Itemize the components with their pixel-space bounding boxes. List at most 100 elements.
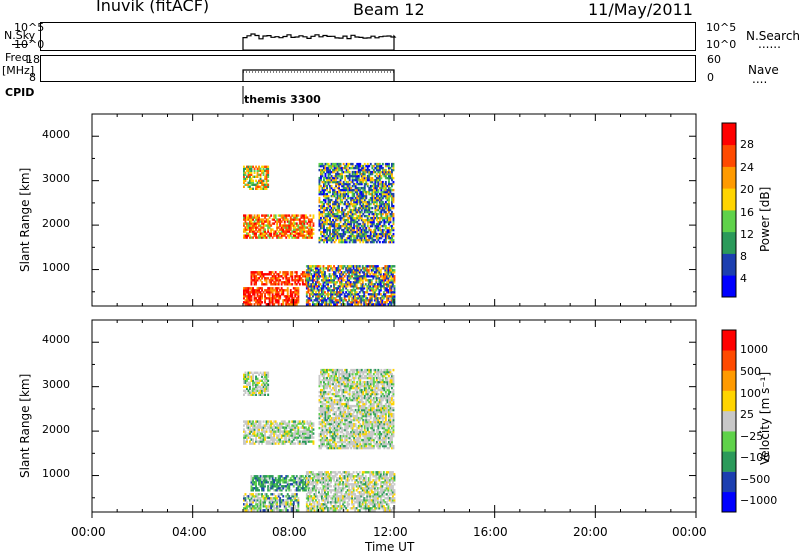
velocity-echo-cell	[244, 493, 247, 496]
power-echo-cell	[332, 164, 334, 168]
velocity-echo-cell	[318, 499, 320, 502]
power-echo-cell	[382, 287, 385, 290]
velocity-echo-cell	[265, 477, 268, 480]
power-echo-cell	[388, 200, 390, 204]
power-echo-cell	[360, 168, 363, 172]
power-echo-cell	[321, 273, 323, 276]
velocity-echo-cell	[301, 438, 304, 441]
velocity-echo-cell	[265, 507, 268, 510]
power-echo-cell	[318, 198, 321, 202]
power-cb-tick-28: 28	[740, 138, 754, 151]
power-echo-cell	[261, 183, 263, 186]
power-echo-cell	[333, 170, 336, 174]
velocity-echo-cell	[364, 507, 367, 510]
velocity-echo-cell	[252, 381, 254, 384]
power-echo-cell	[365, 164, 368, 168]
power-echo-cell	[369, 285, 372, 288]
velocity-echo-cell	[310, 491, 313, 494]
power-echo-cell	[258, 173, 260, 176]
power-echo-cell	[339, 265, 341, 268]
nsky-right-tick-top: 10^5	[706, 21, 737, 34]
power-echo-cell	[305, 275, 308, 278]
velocity-cb-tick-neg100: −100	[740, 451, 771, 464]
power-echo-cell	[283, 281, 286, 284]
power-echo-cell	[348, 170, 351, 174]
power-echo-cell	[244, 236, 247, 239]
power-echo-cell	[349, 267, 352, 270]
velocity-echo-cell	[244, 507, 247, 510]
power-echo-cell	[294, 293, 297, 296]
power-echo-cell	[286, 291, 289, 294]
velocity-echo-cell	[301, 479, 304, 482]
power-echo-cell	[243, 228, 245, 231]
power-echo-cell	[354, 176, 357, 180]
power-echo-cell	[262, 214, 265, 217]
power-echo-cell	[262, 232, 265, 235]
power-echo-cell	[282, 281, 285, 284]
velocity-echo-cell	[364, 485, 367, 488]
power-echo-cell	[276, 226, 279, 229]
power-echo-cell	[303, 228, 306, 231]
velocity-echo-cell	[358, 479, 361, 482]
power-echo-cell	[308, 295, 311, 298]
power-echo-cell	[377, 196, 380, 200]
power-echo-cell	[374, 210, 377, 214]
power-echo-cell	[307, 267, 310, 270]
velocity-echo-cell	[291, 499, 294, 502]
power-echo-cell	[246, 224, 248, 227]
power-echo-cell	[372, 277, 375, 280]
power-echo-cell	[250, 299, 253, 302]
power-echo-cell	[267, 226, 270, 229]
power-echo-cell	[261, 187, 263, 190]
power-echo-cell	[310, 220, 313, 223]
power-echo-cell	[391, 164, 393, 168]
power-echo-cell	[360, 182, 363, 186]
power-echo-cell	[298, 277, 301, 280]
velocity-echo-cell	[305, 477, 308, 480]
power-echo-cell	[305, 301, 308, 304]
power-echo-cell	[349, 289, 352, 292]
power-echo-cell	[354, 190, 357, 194]
velocity-echo-cell	[310, 471, 313, 474]
power-echo-cell	[285, 226, 288, 229]
velocity-echo-cell	[252, 424, 254, 427]
power-echo-cell	[330, 214, 333, 218]
power-echo-cell	[291, 277, 294, 280]
velocity-echo-cell	[336, 477, 338, 480]
power-echo-cell	[372, 291, 375, 294]
power-echo-cell	[258, 230, 260, 233]
velocity-echo-cell	[292, 485, 295, 488]
velocity-echo-cell	[243, 436, 245, 439]
power-echo-cell	[341, 176, 344, 180]
velocity-echo-cell	[337, 471, 340, 474]
power-echo-cell	[357, 206, 360, 210]
power-echo-cell	[384, 186, 387, 190]
power-echo-cell	[332, 162, 334, 166]
velocity-echo-cell	[252, 477, 254, 480]
velocity-echo-cell	[262, 383, 265, 386]
power-echo-cell	[255, 224, 257, 227]
power-echo-cell	[295, 299, 298, 302]
power-echo-cell	[358, 279, 361, 282]
power-echo-cell	[338, 210, 340, 214]
power-echo-cell	[383, 182, 386, 186]
velocity-echo-cell	[340, 491, 343, 494]
power-echo-cell	[336, 301, 338, 304]
power-echo-cell	[352, 265, 355, 268]
power-echo-cell	[258, 214, 260, 217]
velocity-echo-cell	[307, 509, 310, 512]
power-echo-cell	[301, 220, 304, 223]
power-echo-cell	[374, 224, 377, 228]
power-echo-cell	[265, 167, 268, 170]
power-echo-cell	[250, 169, 253, 172]
power-echo-cell	[276, 232, 279, 235]
velocity-echo-cell	[358, 495, 361, 498]
velocity-echo-cell	[294, 424, 297, 427]
velocity-echo-cell	[346, 485, 349, 488]
velocity-echo-cell	[262, 487, 265, 490]
power-echo-cell	[344, 218, 347, 222]
power-echo-cell	[312, 214, 315, 217]
power-echo-cell	[369, 192, 372, 196]
velocity-echo-cell	[292, 426, 295, 429]
power-echo-cell	[381, 206, 384, 210]
